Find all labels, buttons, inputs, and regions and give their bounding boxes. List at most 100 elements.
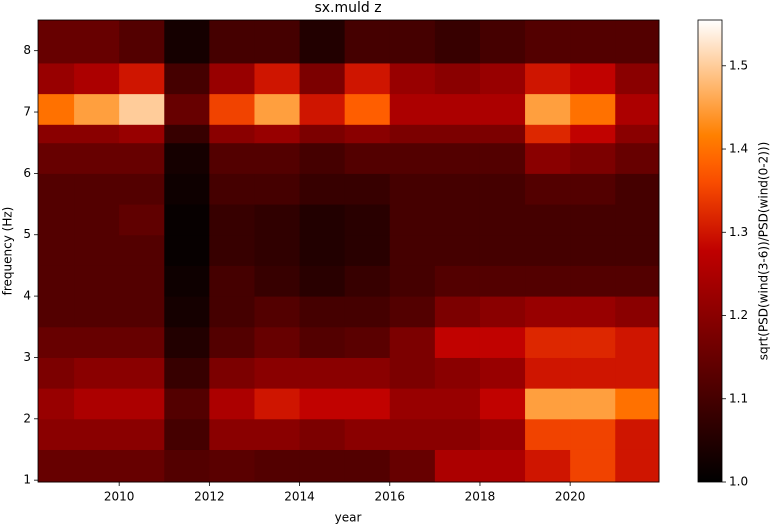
y-axis-label: frequency (Hz) xyxy=(1,207,15,296)
y-tick-label: 1 xyxy=(23,473,31,487)
heatmap-cell xyxy=(119,142,165,174)
heatmap-cell xyxy=(254,204,301,236)
heatmap-cell xyxy=(434,296,481,328)
heatmap-cell xyxy=(38,62,75,95)
heatmap-cell xyxy=(119,296,165,328)
heatmap-cell xyxy=(38,234,75,266)
heatmap-cell xyxy=(119,388,165,420)
heatmap-cell xyxy=(164,357,210,389)
heatmap-cell xyxy=(344,357,391,389)
heatmap-cell xyxy=(434,142,481,174)
heatmap-cell xyxy=(615,93,660,125)
heatmap-cell xyxy=(344,124,391,144)
heatmap-cell xyxy=(344,204,391,236)
x-tick-label: 2018 xyxy=(465,490,496,504)
heatmap-cell xyxy=(74,204,120,236)
heatmap-cell xyxy=(434,388,481,420)
heatmap-cell xyxy=(164,234,210,266)
heatmap-cell xyxy=(434,62,481,95)
heatmap-cell xyxy=(299,93,346,125)
heatmap-cell xyxy=(525,142,571,174)
heatmap-cell xyxy=(389,204,436,236)
heatmap-cell xyxy=(434,265,481,297)
heatmap-cell xyxy=(254,265,301,297)
heatmap-cell xyxy=(525,173,571,205)
heatmap-cell xyxy=(164,173,210,205)
heatmap-cell xyxy=(299,173,346,205)
heatmap-cell xyxy=(164,296,210,328)
heatmap-cell xyxy=(119,418,165,450)
heatmap-cell xyxy=(299,20,346,64)
heatmap-cell xyxy=(74,20,120,64)
heatmap-cell xyxy=(570,93,616,125)
heatmap-cell xyxy=(615,124,660,144)
heatmap-cell xyxy=(254,234,301,266)
heatmap-cell xyxy=(389,20,436,64)
plot-frame xyxy=(37,19,660,483)
heatmap-cell xyxy=(615,296,660,328)
heatmap-cell xyxy=(479,418,526,450)
heatmap-cell xyxy=(344,449,391,483)
heatmap-cell xyxy=(209,93,255,125)
heatmap-cell xyxy=(525,326,571,358)
x-tick-label: 2010 xyxy=(104,490,135,504)
heatmap-cell xyxy=(38,142,75,174)
heatmap-cell xyxy=(119,234,165,266)
heatmap-cell xyxy=(479,296,526,328)
heatmap-cell xyxy=(570,234,616,266)
y-tick-label: 2 xyxy=(23,411,31,425)
heatmap-cell xyxy=(615,62,660,95)
heatmap-cell xyxy=(344,234,391,266)
heatmap-cell xyxy=(525,388,571,420)
heatmap-cell xyxy=(299,124,346,144)
heatmap-cell xyxy=(525,265,571,297)
heatmap-cell xyxy=(164,142,210,174)
heatmap-cell xyxy=(254,142,301,174)
heatmap-cell xyxy=(570,418,616,450)
heatmap-cell xyxy=(344,296,391,328)
heatmap-cell xyxy=(74,449,120,483)
heatmap-cell xyxy=(299,418,346,450)
heatmap-cell xyxy=(570,204,616,236)
heatmap-cell xyxy=(434,124,481,144)
heatmap-cell xyxy=(615,173,660,205)
heatmap-cell xyxy=(479,142,526,174)
heatmap-cell xyxy=(479,357,526,389)
heatmap-cell xyxy=(38,265,75,297)
heatmap-cell xyxy=(525,357,571,389)
heatmap-cell xyxy=(164,124,210,144)
heatmap-cell xyxy=(38,204,75,236)
heatmap-cell xyxy=(570,62,616,95)
heatmap-cell xyxy=(299,204,346,236)
heatmap-cell xyxy=(389,388,436,420)
heatmap-cell xyxy=(525,234,571,266)
heatmap-cell xyxy=(615,388,660,420)
heatmap-cell xyxy=(525,20,571,64)
heatmap-cell xyxy=(119,62,165,95)
heatmap-cell xyxy=(254,93,301,125)
heatmap-cell xyxy=(344,173,391,205)
heatmap-cell xyxy=(434,173,481,205)
heatmap-cell xyxy=(434,93,481,125)
heatmap-cell xyxy=(38,388,75,420)
heatmap-cell xyxy=(254,124,301,144)
heatmap-cell xyxy=(299,234,346,266)
heatmap-cell xyxy=(615,142,660,174)
x-tick-label: 2016 xyxy=(374,490,405,504)
heatmap-cell xyxy=(119,449,165,483)
y-tick-label: 8 xyxy=(23,43,31,57)
colorbar-tick-label: 1.0 xyxy=(729,475,748,489)
heatmap-cell xyxy=(38,357,75,389)
heatmap-cell xyxy=(74,62,120,95)
heatmap-cell xyxy=(74,124,120,144)
y-tick-label: 4 xyxy=(23,289,31,303)
heatmap-cell xyxy=(344,388,391,420)
heatmap-cell xyxy=(209,388,255,420)
heatmap-cell xyxy=(74,142,120,174)
heatmap-cell xyxy=(615,326,660,358)
heatmap-cell xyxy=(164,20,210,64)
heatmap-cell xyxy=(254,296,301,328)
heatmap-cell xyxy=(615,418,660,450)
heatmap-cell xyxy=(615,204,660,236)
heatmap-cell xyxy=(389,326,436,358)
